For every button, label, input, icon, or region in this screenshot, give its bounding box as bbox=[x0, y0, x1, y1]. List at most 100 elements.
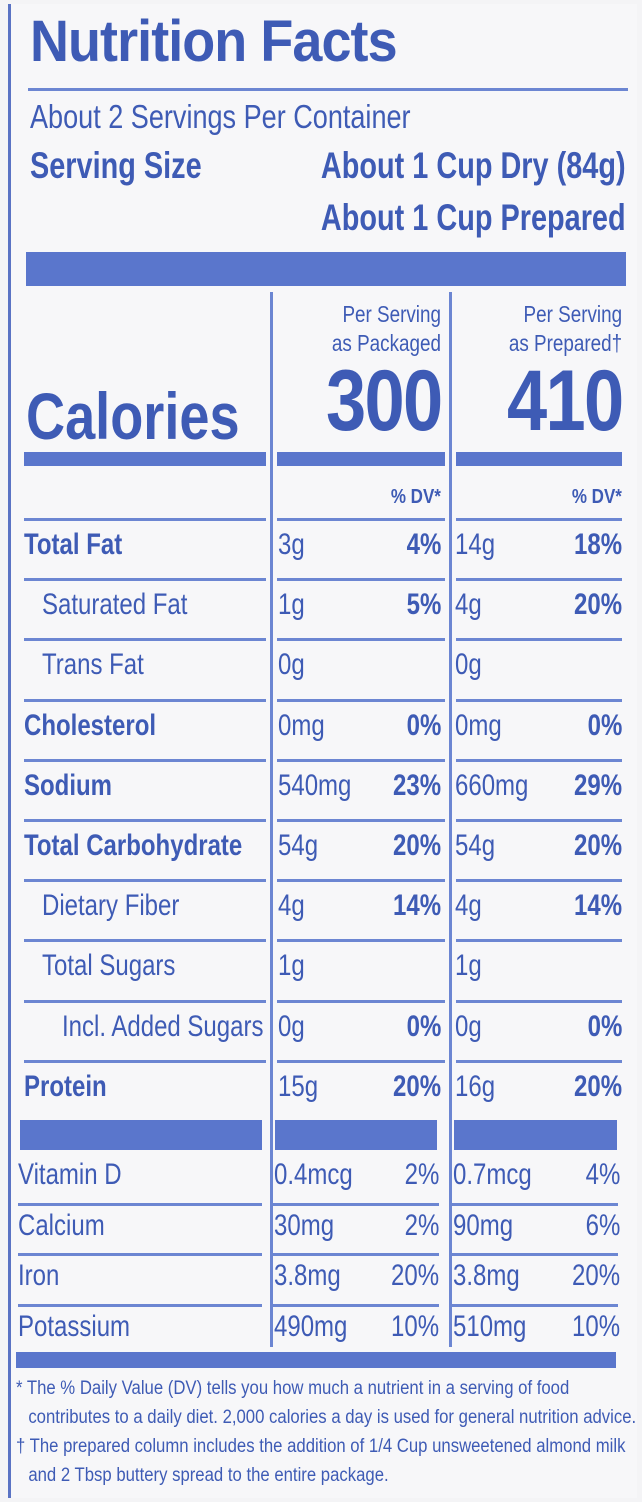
row-rule bbox=[277, 1059, 445, 1063]
packaged-header-line1: Per Serving bbox=[342, 301, 441, 327]
servings-per-container: About 2 Servings Per Container bbox=[30, 98, 411, 135]
vitamin-amount-prepared: 3.8mg bbox=[453, 1259, 520, 1292]
nutrient-dv-prepared: 20% bbox=[573, 1069, 622, 1103]
nutrient-amount-packaged: 15g bbox=[278, 1069, 319, 1103]
prepared-header: Per Serving as Prepared† bbox=[509, 300, 622, 358]
nutrient-amount-prepared: 0mg bbox=[455, 708, 502, 742]
vitamin-dv-packaged: 2% bbox=[404, 1208, 439, 1242]
nutrient-amount-packaged: 1g bbox=[278, 949, 305, 983]
nutrient-label: Protein bbox=[24, 1069, 107, 1103]
row-rule bbox=[456, 819, 622, 822]
row-rule bbox=[18, 1253, 262, 1256]
row-rule bbox=[24, 819, 266, 822]
row-rule bbox=[273, 1303, 439, 1307]
row-rule bbox=[456, 518, 622, 521]
vitamin-amount-packaged: 0.4mcg bbox=[274, 1158, 353, 1191]
nutrient-amount-prepared: 4g bbox=[455, 588, 482, 622]
nutrient-amount-packaged: 54g bbox=[278, 829, 319, 862]
vitamin-dv-prepared: 10% bbox=[571, 1309, 620, 1343]
vitamin-dv-packaged: 20% bbox=[390, 1259, 439, 1292]
row-rule bbox=[456, 698, 622, 702]
row-rule bbox=[24, 578, 266, 582]
vitamin-amount-packaged: 3.8mg bbox=[274, 1259, 341, 1292]
calories-bar-left bbox=[24, 452, 266, 466]
row-rule bbox=[456, 1059, 622, 1063]
row-rule bbox=[24, 698, 266, 702]
packaged-header-line2: as Packaged bbox=[331, 330, 441, 356]
row-rule bbox=[277, 638, 445, 642]
row-rule bbox=[277, 698, 445, 702]
row-rule bbox=[277, 879, 445, 883]
row-rule bbox=[456, 638, 622, 642]
vitamin-label: Potassium bbox=[18, 1309, 131, 1343]
nutrient-amount-prepared: 14g bbox=[455, 528, 496, 561]
nutrient-dv-packaged: 0% bbox=[406, 1009, 441, 1043]
nutrient-label: Trans Fat bbox=[42, 648, 144, 682]
nutrient-dv-packaged: 23% bbox=[392, 768, 441, 802]
row-rule bbox=[273, 1253, 439, 1256]
vitamin-amount-prepared: 510mg bbox=[453, 1309, 527, 1343]
packaged-header: Per Serving as Packaged bbox=[332, 300, 441, 358]
footnote-prep-line1: † The prepared column includes the addit… bbox=[16, 1436, 626, 1457]
row-rule bbox=[277, 758, 445, 762]
nutrient-label: Cholesterol bbox=[24, 708, 157, 742]
nutrient-dv-prepared: 20% bbox=[573, 829, 622, 862]
nutrient-amount-packaged: 1g bbox=[278, 588, 305, 622]
row-rule bbox=[277, 819, 445, 822]
serving-size-prepared: About 1 Cup Prepared bbox=[321, 197, 626, 238]
nutrient-amount-packaged: 3g bbox=[278, 528, 305, 561]
nutrient-dv-prepared: 14% bbox=[573, 889, 622, 923]
row-rule bbox=[277, 939, 445, 943]
row-rule bbox=[277, 518, 445, 521]
row-rule bbox=[456, 939, 622, 943]
serving-size-label: Serving Size bbox=[30, 145, 202, 186]
calories-packaged: 300 bbox=[325, 353, 443, 449]
nutrient-dv-packaged: 20% bbox=[392, 829, 441, 862]
row-rule bbox=[24, 999, 266, 1003]
vitamin-dv-prepared: 6% bbox=[585, 1208, 620, 1242]
nutrient-amount-prepared: 1g bbox=[455, 949, 482, 983]
vitamin-label: Vitamin D bbox=[18, 1158, 122, 1191]
nutrient-amount-packaged: 0g bbox=[278, 1009, 305, 1043]
row-rule bbox=[456, 578, 622, 582]
row-rule bbox=[277, 999, 445, 1003]
prepared-header-line2: as Prepared† bbox=[508, 330, 622, 356]
row-rule bbox=[24, 1059, 266, 1063]
nutrient-amount-prepared: 54g bbox=[455, 829, 496, 862]
dv-header-prepared: % DV* bbox=[571, 486, 622, 508]
vitamin-label: Calcium bbox=[18, 1208, 105, 1242]
nutrient-label: Incl. Added Sugars bbox=[62, 1009, 264, 1043]
column-divider-2 bbox=[449, 292, 452, 1347]
nutrient-amount-packaged: 0g bbox=[278, 648, 305, 682]
nutrient-dv-packaged: 0% bbox=[406, 708, 441, 742]
vitamin-bar-mid bbox=[275, 1120, 437, 1150]
nutrient-dv-prepared: 0% bbox=[587, 708, 622, 742]
row-rule bbox=[18, 1303, 262, 1307]
calories-bar-mid bbox=[277, 452, 445, 466]
nutrient-dv-packaged: 14% bbox=[392, 889, 441, 923]
nutrient-dv-packaged: 20% bbox=[392, 1069, 441, 1103]
nutrient-label: Total Sugars bbox=[42, 949, 176, 983]
row-rule bbox=[456, 879, 622, 883]
row-rule bbox=[273, 1202, 439, 1206]
nutrient-dv-prepared: 18% bbox=[573, 528, 622, 561]
nutrient-dv-prepared: 20% bbox=[573, 588, 622, 622]
nutrient-amount-prepared: 4g bbox=[455, 889, 482, 923]
vitamin-bar-right bbox=[454, 1120, 617, 1150]
nutrient-dv-packaged: 5% bbox=[406, 588, 441, 622]
column-divider-1 bbox=[270, 292, 273, 1347]
calories-label: Calories bbox=[26, 379, 240, 453]
nutrient-amount-packaged: 540mg bbox=[278, 768, 352, 802]
nutrient-amount-prepared: 0g bbox=[455, 648, 482, 682]
nutrient-dv-packaged: 4% bbox=[406, 528, 441, 561]
nutrient-amount-prepared: 0g bbox=[455, 1009, 482, 1043]
prepared-header-line1: Per Serving bbox=[523, 301, 622, 327]
vitamin-amount-packaged: 490mg bbox=[274, 1309, 348, 1343]
nutrient-label: Saturated Fat bbox=[42, 588, 188, 622]
thick-divider-top bbox=[26, 252, 626, 286]
row-rule bbox=[452, 1253, 618, 1256]
dv-header-packaged: % DV* bbox=[390, 486, 441, 508]
thick-divider-bottom bbox=[16, 1352, 616, 1368]
nutrient-amount-prepared: 16g bbox=[455, 1069, 496, 1103]
nutrient-label: Dietary Fiber bbox=[42, 889, 180, 923]
